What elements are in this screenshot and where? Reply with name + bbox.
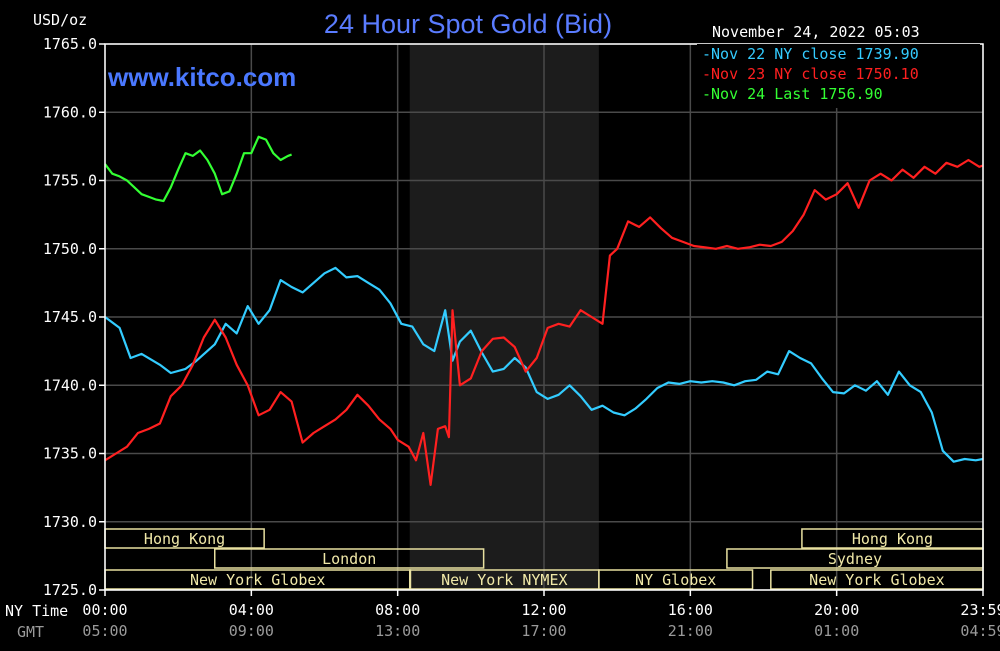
y-tick-label: 1740.0: [43, 376, 97, 394]
session-label: Hong Kong: [144, 530, 225, 548]
series-line-nov-22: [104, 266, 984, 463]
legend-box: [697, 44, 980, 108]
x-tick-label-gmt: 09:00: [229, 622, 274, 640]
legend-nov24: -Nov 24 Last 1756.90: [702, 85, 883, 103]
chart-timestamp: November 24, 2022 05:03: [712, 23, 920, 41]
series-line-nov-23: [104, 158, 984, 486]
x-tick-label-gmt: 04:59: [960, 622, 1000, 640]
session-label: London: [322, 550, 376, 568]
y-tick-label: 1755.0: [43, 172, 97, 190]
x-tick-label-gmt: 17:00: [521, 622, 566, 640]
x-tick-label-ny: 23:59: [960, 601, 1000, 619]
session-label: New York Globex: [809, 571, 944, 589]
x-tick-label-gmt: 01:00: [814, 622, 859, 640]
legend-nov22: -Nov 22 NY close 1739.90: [702, 45, 919, 63]
session-label: New York NYMEX: [441, 571, 567, 589]
y-tick-label: 1730.0: [43, 513, 97, 531]
session-box: [598, 569, 754, 590]
x-tick-label-ny: 12:00: [521, 601, 566, 619]
session-label: New York Globex: [190, 571, 325, 589]
x-tick-label-ny: 16:00: [668, 601, 713, 619]
legend-nov23: -Nov 23 NY close 1750.10: [702, 65, 919, 83]
y-tick-label: 1735.0: [43, 445, 97, 463]
x-tick-label-ny: 00:00: [82, 601, 127, 619]
y-axis-unit-label: USD/oz: [33, 11, 87, 29]
y-tick-label: 1725.0: [43, 581, 97, 599]
axes: 1765.0 1760.0 1755.0 1750.0 1745.0 1740.0 1735…: [43, 35, 1000, 640]
x-tick-label-ny: 04:00: [229, 601, 274, 619]
x-tick-label-ny: 20:00: [814, 601, 859, 619]
market-sessions: Hong Kong London New York Globex New York N…: [104, 528, 984, 590]
y-tick-label: 1760.0: [43, 103, 97, 121]
x-row-label-ny: NY Time: [5, 602, 68, 620]
y-tick-label: 1750.0: [43, 240, 97, 258]
x-tick-label-gmt: 05:00: [82, 622, 127, 640]
session-label: Sydney: [828, 550, 882, 568]
session-box: [214, 548, 485, 569]
y-tick-label: 1745.0: [43, 308, 97, 326]
session-label: NY Globex: [635, 571, 716, 589]
x-tick-label-gmt: 21:00: [668, 622, 713, 640]
series-line-nov-24: [104, 135, 292, 203]
x-row-label-gmt: GMT: [17, 623, 44, 641]
kitco-watermark: www.kitco.com: [107, 62, 296, 92]
x-tick-label-gmt: 13:00: [375, 622, 420, 640]
x-tick-label-ny: 08:00: [375, 601, 420, 619]
price-series: [104, 135, 984, 486]
chart-title: 24 Hour Spot Gold (Bid): [324, 9, 612, 39]
session-label: Hong Kong: [852, 530, 933, 548]
y-tick-label: 1765.0: [43, 35, 97, 53]
